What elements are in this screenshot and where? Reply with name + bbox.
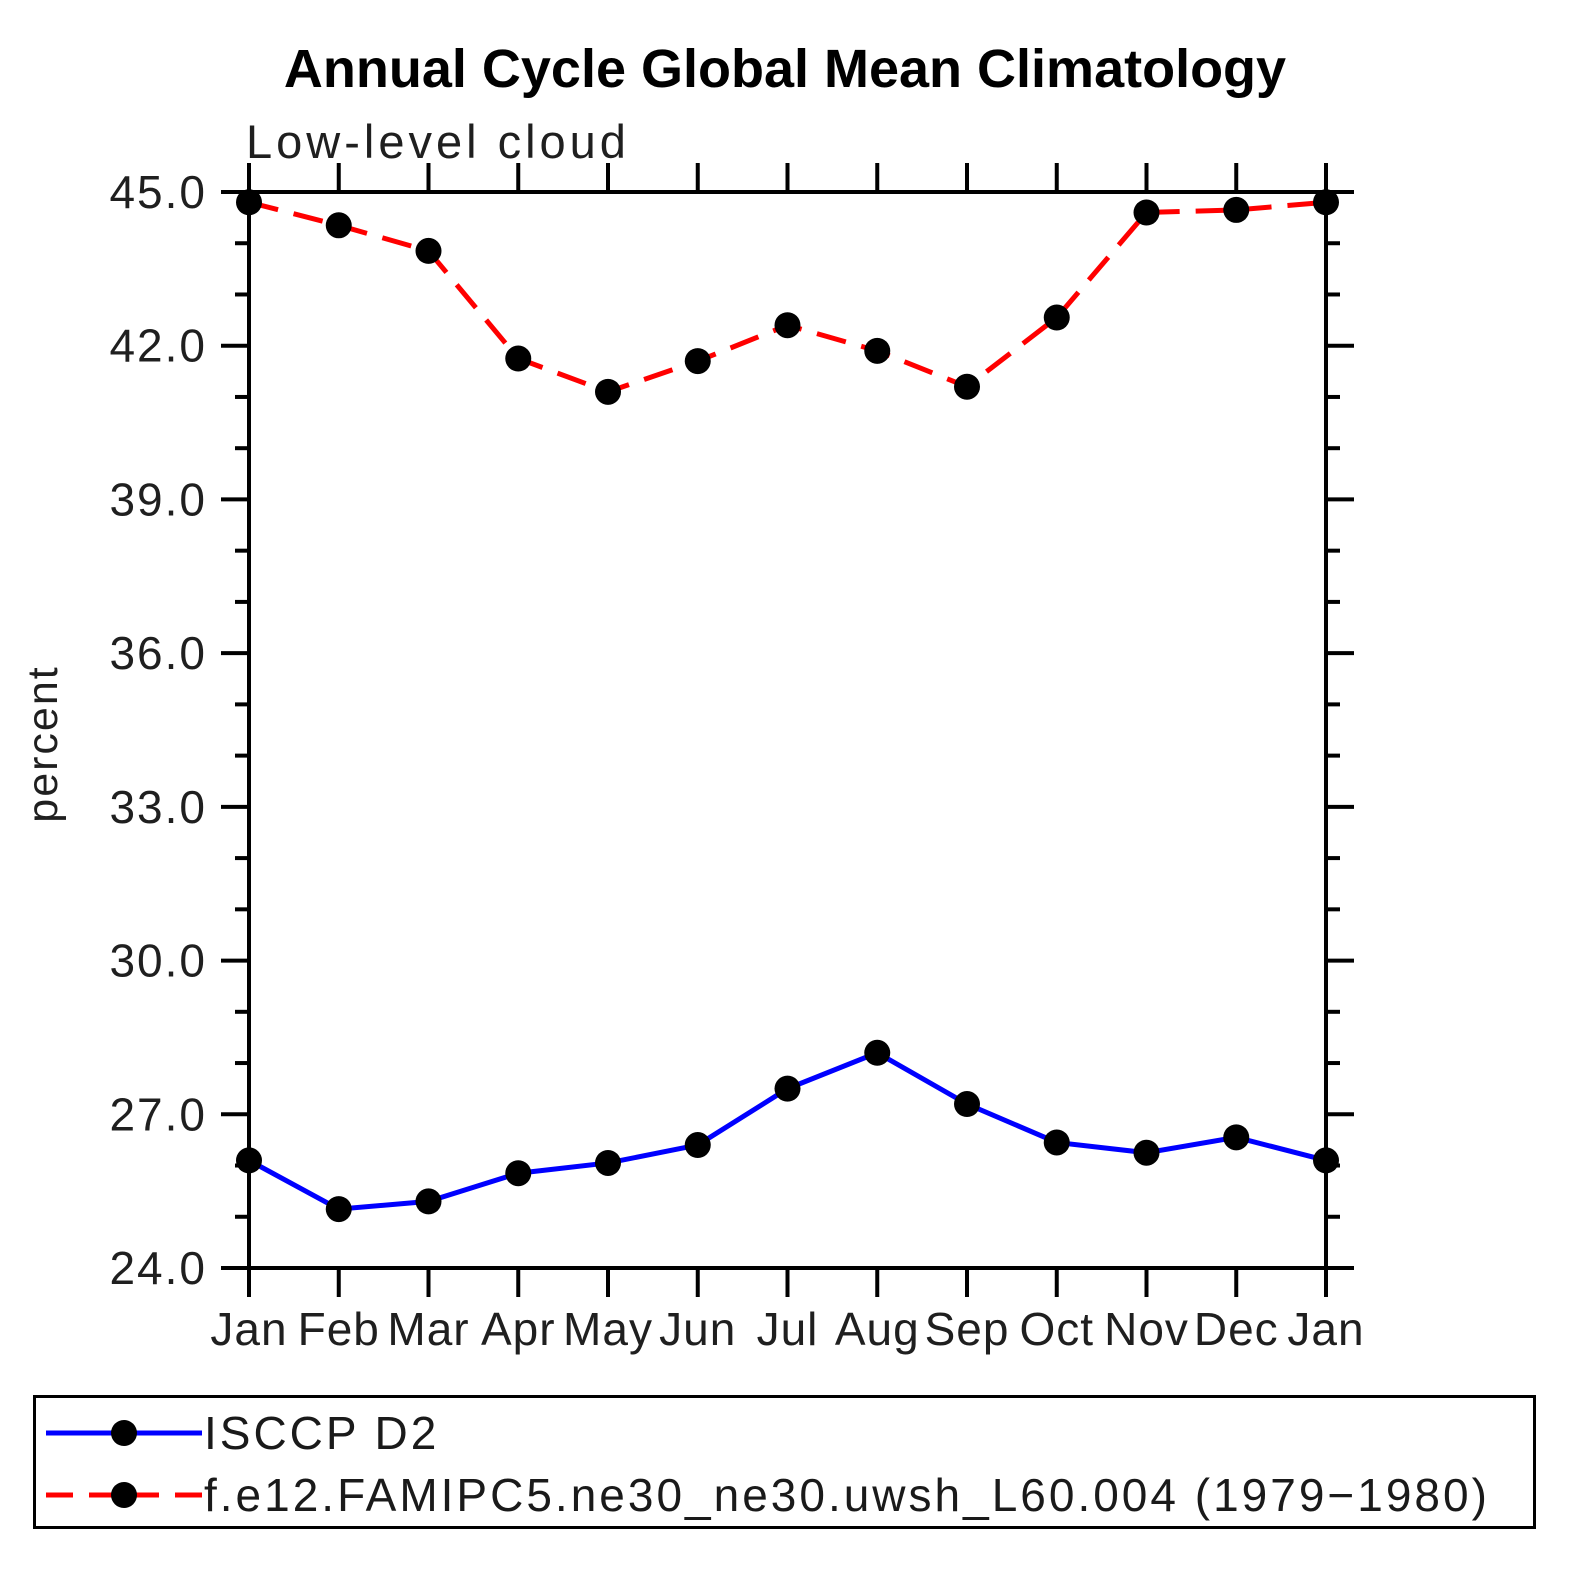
data-point-marker (954, 373, 980, 400)
legend-entry-model: f.e12.FAMIPC5.ne30_ne30.uwsh_L60.004 (19… (44, 1470, 1490, 1520)
data-point-marker (684, 348, 711, 375)
x-tick-label: Nov (1104, 1303, 1189, 1355)
data-point-marker (1313, 1147, 1339, 1174)
y-tick-label: 36.0 (109, 627, 207, 679)
data-point-marker (415, 1188, 442, 1215)
data-point-marker (1313, 189, 1339, 216)
data-point-marker (684, 1132, 711, 1159)
y-axis-label: percent (19, 665, 67, 822)
data-point-marker (595, 1149, 621, 1176)
legend-line-solid-sample (46, 1420, 202, 1446)
legend-box: ISCCP D2 f.e12.FAMIPC5.ne30_ne30.uwsh_L6… (33, 1395, 1536, 1529)
data-point-marker (505, 345, 532, 372)
data-point-marker (1223, 1124, 1250, 1151)
y-tick-label: 39.0 (109, 473, 207, 525)
data-point-marker (325, 212, 352, 239)
data-point-marker (236, 1147, 262, 1174)
legend-marker-icon (111, 1420, 137, 1446)
series-group (236, 189, 1339, 1223)
data-point-marker (505, 1160, 532, 1187)
legend-label-model: f.e12.FAMIPC5.ne30_ne30.uwsh_L60.004 (19… (204, 1469, 1490, 1521)
data-point-marker (1043, 1129, 1070, 1156)
series-line-model (248, 199, 1327, 395)
climatology-chart: Annual Cycle Global Mean Climatology Low… (19, 39, 1364, 1355)
y-tick-label: 27.0 (109, 1088, 207, 1140)
x-tick-label: Feb (298, 1303, 380, 1355)
x-tick-label: Apr (481, 1303, 556, 1355)
legend-line-dashed-sample (46, 1482, 202, 1508)
x-tick-label: Oct (1019, 1303, 1094, 1355)
data-point-marker (1223, 196, 1250, 223)
data-point-marker (1133, 1139, 1160, 1166)
y-tick-label: 33.0 (109, 781, 207, 833)
chart-title: Annual Cycle Global Mean Climatology (284, 39, 1286, 99)
y-tick-label: 24.0 (109, 1242, 207, 1294)
x-tick-label: Dec (1194, 1303, 1279, 1355)
data-point-marker (864, 337, 891, 364)
legend-marker-icon (111, 1482, 137, 1508)
data-point-marker (1133, 199, 1160, 226)
x-tick-label: Jan (1287, 1303, 1364, 1355)
y-tick-label: 42.0 (109, 320, 207, 372)
y-tick-label: 30.0 (109, 935, 207, 987)
x-tick-label: Mar (387, 1303, 469, 1355)
x-tick-label: Sep (925, 1303, 1010, 1355)
x-tick-label: May (563, 1303, 653, 1355)
data-point-marker (774, 1075, 801, 1102)
x-tick-label: Jun (659, 1303, 736, 1355)
legend-label-isccp: ISCCP D2 (204, 1407, 440, 1459)
data-point-marker (1043, 304, 1070, 331)
x-tick-label: Jul (757, 1303, 819, 1355)
x-tick-label: Aug (835, 1303, 920, 1355)
data-point-marker (325, 1196, 352, 1223)
x-tick-label: Jan (210, 1303, 287, 1355)
legend-entry-isccp: ISCCP D2 (44, 1408, 439, 1458)
data-point-marker (864, 1039, 891, 1066)
data-point-marker (415, 237, 442, 264)
data-point-marker (954, 1091, 980, 1118)
chart-subtitle: Low-level cloud (246, 115, 630, 168)
data-point-marker (236, 189, 262, 216)
data-point-marker (774, 312, 801, 339)
data-point-marker (595, 378, 621, 405)
y-tick-label: 45.0 (109, 166, 207, 218)
